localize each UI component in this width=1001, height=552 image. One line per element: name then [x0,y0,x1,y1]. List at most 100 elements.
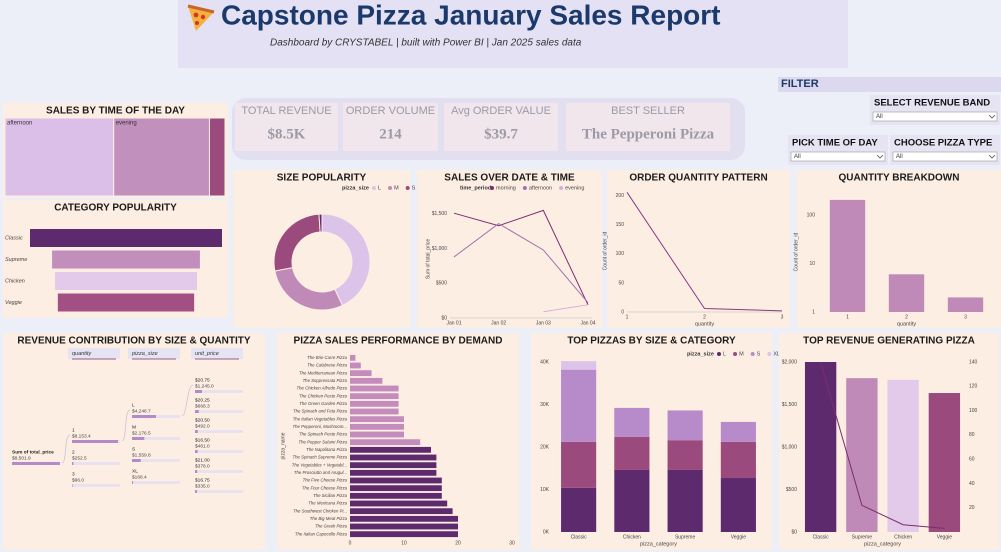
node-label: Sum of total_price [12,449,54,455]
filter-label: PICK TIME OF DAY [792,138,878,149]
legend-title: time_period [460,185,491,191]
bar [350,400,399,407]
node-value: $461.0 [195,443,210,449]
y-tick-label: The Pepper Salami Pizza [299,439,348,444]
bar [350,416,404,423]
kpi-value: The Pepperoni Pizza [582,126,715,142]
node-label: $20.50 [195,417,210,423]
y-tick-label: $1,000 [432,246,448,252]
kpi-label: Avg ORDER VALUE [451,105,551,117]
y-tick-label: The Spinach and Feta Pizza [293,409,348,414]
connector [121,409,131,442]
y-tick-label: The Greek Pizza [315,524,348,529]
y-tick-label: $500 [436,281,447,287]
y2-tick-label: 100 [969,408,978,414]
bar [846,378,878,532]
y-tick-label: 100 [807,212,816,218]
bar [350,385,399,392]
node-label: $20.25 [195,397,210,403]
legend-swatch [750,352,755,356]
bar [350,423,404,430]
node-bar [132,459,141,462]
legend-label: M [394,185,399,191]
node-bar [72,440,119,443]
x-tick-label: Jan 01 [446,320,461,326]
node-track [195,450,243,453]
node-label: 1 [72,427,75,433]
bar [350,485,442,492]
y-tick-label: 20K [540,444,550,450]
x-tick-label: Jan 02 [491,320,506,326]
legend-label: S [757,351,761,357]
donut-slice [321,213,371,307]
y2-tick-label: 40 [969,481,975,487]
bar-segment [614,436,650,470]
y-tick-label: 0 [621,309,624,315]
bar [350,531,458,538]
node-bar [132,415,156,418]
bar [350,515,458,522]
y-tick-label: $2,000 [782,359,798,365]
bar-segment [720,478,756,532]
x-tick-label: 0 [349,540,352,546]
node-track [72,462,120,465]
node-label: $16.50 [195,437,210,443]
node-bar [72,462,74,465]
bar [350,462,437,469]
legend-label: M [739,351,744,357]
y-tick-label: 50 [618,280,624,286]
chart-title: TOP PIZZAS BY SIZE & CATEGORY [567,336,736,347]
y-tick-label: The Sicilian Pizza [313,493,348,498]
y2-tick-label: 20 [969,505,975,511]
node-bar [195,470,198,473]
filter-value: All [876,114,883,120]
bar [350,469,437,476]
dropdown-arrow [988,114,996,119]
y-tick-label: 10 [809,261,815,267]
bar-segment [667,440,703,470]
y2-tick-label: 120 [969,384,978,390]
line-series [820,361,945,529]
node-label: 3 [72,471,75,477]
node-track [195,470,243,473]
x-tick-label: Classic [813,534,830,540]
x-tick-label: Veggie [937,534,953,540]
connector [181,384,194,417]
bar [350,431,404,438]
legend-swatch [522,186,527,190]
kpi-card [235,103,338,151]
node-bar [195,410,199,413]
chart-panel [607,170,790,328]
kpi-value: 214 [379,126,402,142]
bar-segment [667,410,703,441]
node-track [195,390,243,393]
y-tick-label: $0 [791,529,797,535]
bar [350,393,399,400]
node-bar [195,450,198,453]
x-tick-label: Jan 03 [536,320,551,326]
funnel-bar [57,293,195,312]
y-tick-label: The Mediterranean Pizza [299,370,348,375]
node-bar [195,430,198,433]
legend-swatch [405,186,410,190]
y-tick-label: The Big Meat Pizza [310,516,348,521]
header-box [178,0,848,68]
bar-segment [720,421,756,442]
filter-dropdown[interactable] [790,151,886,162]
legend-label: L [723,351,726,357]
chart-title: SALES OVER DATE & TIME [444,173,575,184]
legend-title: pizza_size [342,185,369,191]
funnel-bar [52,250,200,269]
bar [350,492,442,499]
chart-title: PIZZA SALES PERFORMANCE BY DEMAND [294,336,503,347]
node-value: $2,176.5 [132,430,151,436]
bar-segment [614,407,650,437]
node-label: L [132,402,135,408]
field-header-bg [128,348,180,359]
bar [350,408,399,415]
bar [350,439,421,446]
filter-dropdown[interactable] [872,111,998,122]
filter-dropdown[interactable] [892,151,998,162]
y-tick-label: 150 [616,222,625,228]
x-tick-label: 30 [509,540,515,546]
